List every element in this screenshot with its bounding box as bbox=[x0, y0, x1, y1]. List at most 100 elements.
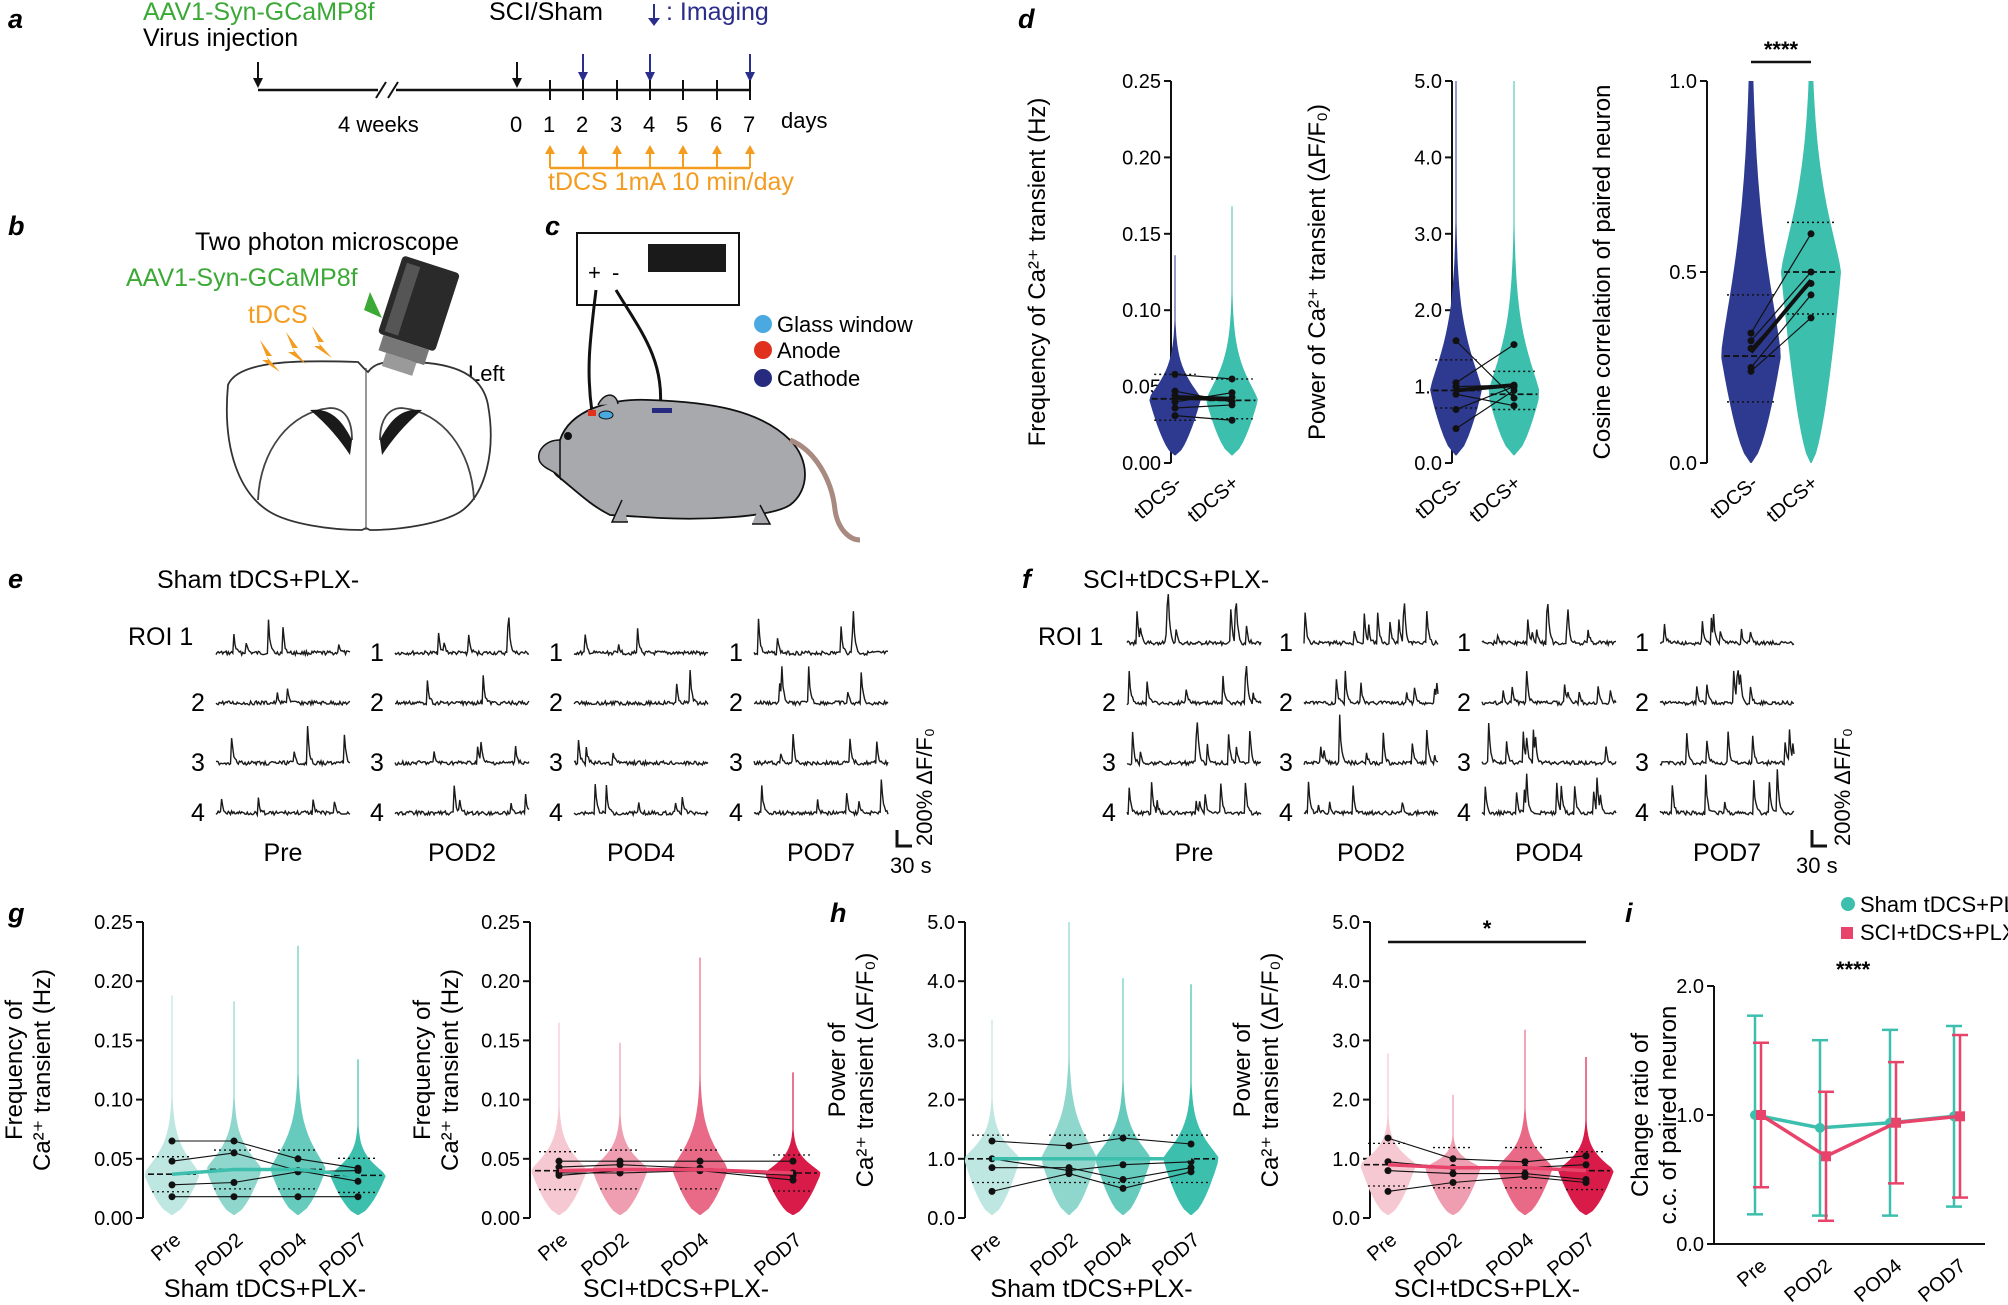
violin-plot-d3: 0.0 0.5 1.0 Cosine correlation of paired ne… bbox=[1589, 37, 1841, 527]
animal-point bbox=[1384, 1187, 1392, 1195]
y-tick-label: 0.15 bbox=[94, 1030, 133, 1052]
y-tick-label: 5.0 bbox=[1332, 912, 1360, 934]
roi-number: 3 bbox=[549, 749, 563, 777]
panel-label-a: a bbox=[8, 4, 23, 34]
legend-sci-label: SCI+tDCS+PLX- bbox=[1860, 920, 2008, 945]
y-axis-label-line1: Change ratio of bbox=[1627, 1033, 1654, 1197]
mean-paired-line bbox=[1455, 383, 1515, 393]
x-tick-label: tDCS+ bbox=[1466, 472, 1526, 527]
tdcs-bolt-icon bbox=[312, 326, 332, 358]
glass-window-icon bbox=[598, 410, 614, 420]
animal-point bbox=[1449, 1155, 1457, 1163]
y-tick-label: 2.0 bbox=[1676, 976, 1704, 998]
paired-line bbox=[1750, 294, 1812, 368]
legend-cathode-label: Cathode bbox=[777, 366, 860, 391]
y-tick-label: 0.05 bbox=[481, 1149, 520, 1171]
panel-label-f: f bbox=[1022, 564, 1034, 594]
violin-tDCS+ bbox=[1206, 206, 1258, 456]
y-tick-label: 0.0 bbox=[927, 1208, 955, 1230]
calcium-trace bbox=[573, 628, 709, 657]
y-tick-label: 0.20 bbox=[94, 971, 133, 993]
paired-point bbox=[1452, 406, 1460, 414]
y-axis-label: Frequency of Ca²⁺ transient (Hz) bbox=[1024, 98, 1051, 447]
series-point bbox=[1756, 1110, 1766, 1120]
day-label: 2 bbox=[576, 112, 588, 137]
paired-point bbox=[1228, 389, 1236, 397]
paired-line bbox=[1455, 393, 1515, 407]
y-tick-label: 0.10 bbox=[94, 1090, 133, 1112]
legend-anode-dot bbox=[754, 341, 772, 359]
panel-e-scale-bar: 200% ΔF/F₀ 30 s bbox=[890, 728, 937, 878]
roi-number: 2 bbox=[1279, 689, 1293, 717]
paired-point bbox=[1171, 404, 1179, 412]
y-tick-label: 0.05 bbox=[94, 1149, 133, 1171]
animal-point bbox=[294, 1155, 302, 1163]
days-label: days bbox=[781, 108, 827, 133]
calcium-trace bbox=[1303, 670, 1439, 707]
condition-label: POD7 bbox=[787, 839, 855, 867]
calcium-trace bbox=[215, 619, 351, 658]
mouse-tail bbox=[788, 437, 861, 543]
calcium-trace bbox=[1126, 666, 1262, 707]
tdcs-bolt-icon bbox=[286, 332, 306, 364]
tdcs-bolt-icon bbox=[260, 340, 280, 372]
y-tick-label: 1.0 bbox=[927, 1149, 955, 1171]
paired-point bbox=[1807, 230, 1815, 238]
y-tick-label: 0.00 bbox=[1122, 453, 1161, 475]
animal-point bbox=[1449, 1170, 1457, 1178]
roi-number: 2 bbox=[191, 689, 205, 717]
roi-number: 4 bbox=[1102, 799, 1116, 827]
animal-point bbox=[616, 1161, 624, 1169]
y-tick-label: 0.20 bbox=[481, 971, 520, 993]
animal-point bbox=[354, 1167, 362, 1175]
y-axis-label: Cosine correlation of paired neuron bbox=[1589, 85, 1616, 460]
animal-point bbox=[1384, 1134, 1392, 1142]
violin-Pre bbox=[964, 1019, 1020, 1215]
roi-number: 3 bbox=[729, 749, 743, 777]
panel-h: h bbox=[830, 898, 847, 928]
violin-plot-gh2: 0.00 0.05 0.10 0.15 0.20 0.25 Frequency of Ca²⁺… bbox=[409, 912, 821, 1303]
tdcs-arrow-head bbox=[712, 145, 722, 154]
animal-line bbox=[171, 1152, 359, 1182]
roi-number: 2 bbox=[549, 689, 563, 717]
anode-wire bbox=[587, 289, 598, 413]
y-tick-label: 3.0 bbox=[1332, 1030, 1360, 1052]
animal-point bbox=[354, 1193, 362, 1201]
roi-number: 1 bbox=[1635, 629, 1649, 657]
paired-point bbox=[1747, 329, 1755, 337]
calcium-trace bbox=[394, 785, 530, 818]
panel-d-plots: 0.00 0.05 0.10 0.15 0.20 0.25 Frequency of Ca²… bbox=[1024, 37, 1841, 527]
animal-line bbox=[991, 1137, 1192, 1147]
animal-point bbox=[1187, 1168, 1195, 1176]
x-tick-label: POD7 bbox=[315, 1229, 371, 1281]
panel-f-scale-bar: 200% ΔF/F₀ 30 s bbox=[1796, 728, 1855, 878]
violin-tDCS- bbox=[1721, 81, 1781, 463]
violin-POD2 bbox=[1041, 922, 1097, 1215]
legend-glass-dot bbox=[754, 315, 772, 333]
panel-f-conditions: Pre POD2 POD4 POD7 bbox=[1175, 839, 1762, 867]
panel-f: f SCI+tDCS+PLX- ROI 1 1 1 1 2 2 2 2 3 3 3 3 4 4 4 4 Pr… bbox=[1022, 564, 1855, 878]
calcium-trace bbox=[1303, 781, 1439, 818]
animal-point bbox=[1521, 1173, 1529, 1181]
animal-point bbox=[168, 1181, 176, 1189]
day-label: 6 bbox=[710, 112, 722, 137]
violin-tDCS- bbox=[1430, 81, 1482, 456]
y-axis-label-line1: Frequency of bbox=[409, 1000, 436, 1140]
roi-number: 3 bbox=[191, 749, 205, 777]
panel-e-conditions: Pre POD2 POD4 POD7 bbox=[264, 839, 856, 867]
imaging-label: : Imaging bbox=[666, 0, 769, 26]
panel-e-traces bbox=[215, 611, 889, 818]
animal-point bbox=[168, 1157, 176, 1165]
paired-point bbox=[1228, 416, 1236, 424]
roi-number: 4 bbox=[729, 799, 743, 827]
roi-number: 4 bbox=[1279, 799, 1293, 827]
panel-label-h: h bbox=[830, 898, 847, 928]
calcium-trace bbox=[215, 797, 351, 818]
tdcs-arrow-head bbox=[678, 145, 688, 154]
scale-x-label: 30 s bbox=[1796, 853, 1838, 878]
calcium-trace bbox=[753, 779, 889, 818]
plus-terminal: + bbox=[588, 260, 601, 285]
imaging-arrow-head bbox=[578, 72, 588, 82]
calcium-trace bbox=[1126, 722, 1262, 768]
ventricle-right bbox=[380, 409, 422, 455]
